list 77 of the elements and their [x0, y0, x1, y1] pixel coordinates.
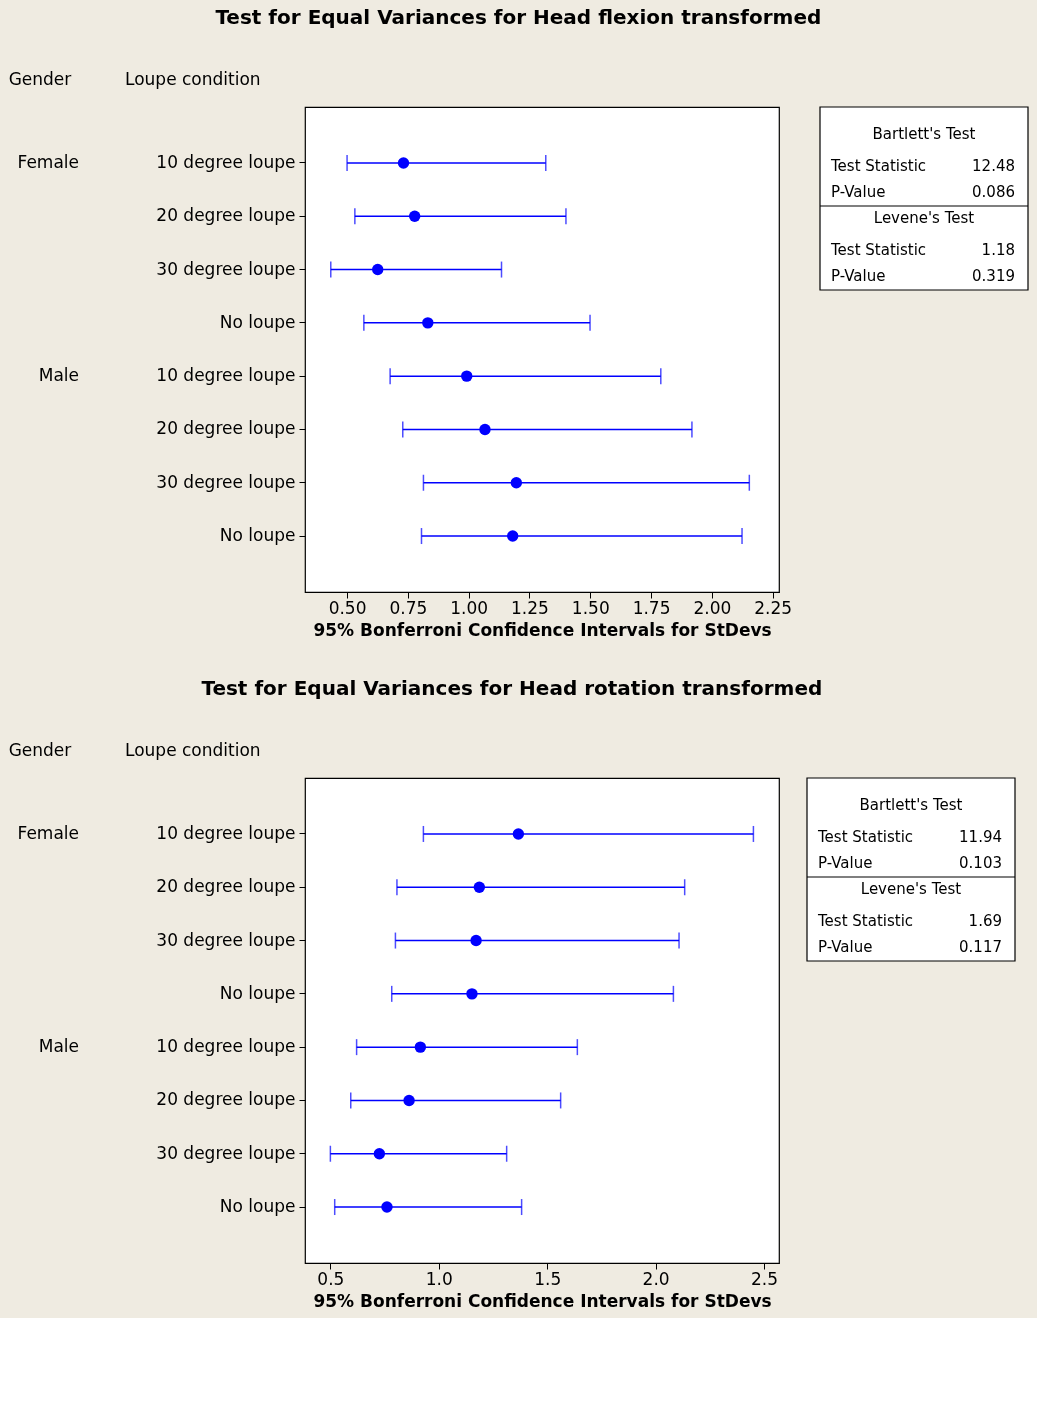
y-axis-title: Loupe condition — [125, 69, 261, 89]
point — [473, 881, 486, 893]
text: 0.117 — [959, 938, 1002, 956]
x-axis-title: 95% Bonferroni Confidence Intervals for StDevs — [313, 619, 772, 640]
text: Male — [38, 365, 79, 386]
point — [461, 370, 473, 382]
text: 11.94 — [959, 828, 1002, 846]
point — [510, 477, 523, 489]
text: Levene's Test — [873, 209, 975, 227]
text: Bartlett's Test — [859, 796, 963, 814]
point — [408, 210, 421, 222]
text: Test Statistic — [830, 241, 927, 259]
point — [466, 988, 478, 1000]
point — [414, 1041, 427, 1053]
y-tick-label: 30 degree loupe — [156, 258, 296, 279]
point — [506, 530, 519, 542]
y-tick-label: 20 degree loupe — [156, 418, 296, 439]
point — [372, 263, 384, 276]
x-tick-label: 1.5 — [534, 1268, 562, 1289]
x-axis-title: 95% Bonferroni Confidence Intervals for StDevs — [313, 1290, 772, 1311]
text: Test Statistic — [817, 912, 914, 930]
point — [397, 157, 410, 169]
y-tick-label: 10 degree loupe — [156, 365, 296, 386]
text: Female — [17, 151, 79, 172]
point — [403, 1094, 415, 1107]
y-tick-label: 30 degree loupe — [156, 471, 296, 492]
x-tick-label: 2.00 — [693, 597, 732, 618]
y-tick-label: No loupe — [219, 311, 296, 332]
x-tick-label: 2.25 — [754, 597, 793, 618]
y-tick-label: No loupe — [219, 1196, 296, 1217]
text: 0.103 — [959, 854, 1002, 872]
text: Gender — [8, 740, 72, 760]
x-tick-label: 1.00 — [450, 597, 489, 618]
y-tick-label: 10 degree loupe — [156, 151, 296, 172]
text: 1.69 — [968, 912, 1002, 930]
text: Test Statistic — [830, 157, 927, 175]
y-tick-label: 20 degree loupe — [156, 1089, 296, 1110]
point — [381, 1201, 393, 1213]
x-tick-label: 1.25 — [511, 597, 549, 618]
x-tick-label: 1.0 — [425, 1268, 453, 1289]
y-tick-label: 20 degree loupe — [156, 876, 296, 897]
x-tick-label: 1.50 — [571, 597, 610, 618]
y-tick-label: No loupe — [219, 525, 296, 546]
text: 0.086 — [972, 183, 1015, 201]
text: Gender — [8, 69, 72, 89]
text: Bartlett's Test — [872, 125, 976, 143]
x-tick-label: 0.5 — [317, 1268, 345, 1289]
text: 1.18 — [981, 241, 1015, 259]
chart-title: Test for Equal Variances for Head flexion transformed — [215, 5, 822, 30]
text: P-Value — [818, 938, 873, 956]
text: Female — [17, 822, 79, 843]
point — [512, 828, 525, 840]
text: P-Value — [831, 267, 886, 285]
text: 12.48 — [972, 157, 1015, 175]
y-tick-label: 30 degree loupe — [156, 929, 296, 950]
text: P-Value — [831, 183, 886, 201]
x-tick-label: 2.0 — [642, 1268, 670, 1289]
x-tick-label: 2.5 — [751, 1268, 779, 1289]
point — [470, 934, 482, 947]
y-tick-label: 20 degree loupe — [156, 205, 296, 226]
x-tick-label: 0.75 — [389, 597, 428, 618]
chart-title: Test for Equal Variances for Head rotation transformed — [201, 676, 823, 701]
y-tick-label: 10 degree loupe — [156, 1036, 296, 1057]
y-tick-label: 30 degree loupe — [156, 1142, 296, 1163]
x-tick-label: 0.50 — [328, 597, 367, 618]
text: Male — [38, 1036, 79, 1057]
y-tick-label: No loupe — [219, 982, 296, 1003]
text: Test Statistic — [817, 828, 914, 846]
x-tick-label: 1.75 — [632, 597, 671, 618]
point — [479, 423, 491, 436]
y-tick-label: 10 degree loupe — [156, 822, 296, 843]
point — [422, 317, 434, 329]
point — [373, 1148, 386, 1160]
text: Levene's Test — [860, 880, 962, 898]
text: 0.319 — [972, 267, 1015, 285]
text: P-Value — [818, 854, 873, 872]
y-axis-title: Loupe condition — [125, 740, 261, 760]
